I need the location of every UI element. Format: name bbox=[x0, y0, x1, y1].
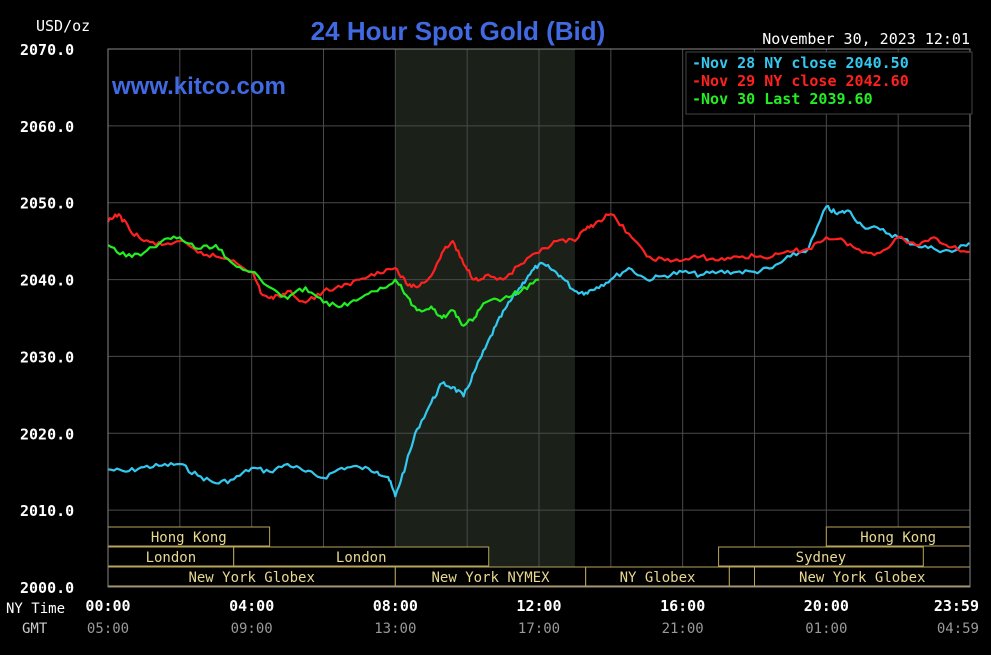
legend-box bbox=[685, 51, 973, 115]
series-line-1 bbox=[107, 204, 971, 498]
y-tick-label: 2070.0 bbox=[20, 41, 74, 59]
x-tick-label-ny: 16:00 bbox=[660, 597, 705, 615]
x-tick-label-gmt: 01:00 bbox=[805, 621, 847, 637]
website-label: www.kitco.com bbox=[111, 73, 286, 100]
timestamp-label: November 30, 2023 12:01 bbox=[762, 30, 970, 48]
market-sessions-layer: Hong Kong Hong Kong London London Sydney New … bbox=[107, 526, 971, 587]
gmt-label: GMT bbox=[22, 621, 48, 637]
shaded-session-region bbox=[395, 49, 575, 587]
market-session-bar bbox=[233, 546, 490, 567]
legend: -Nov 28 NY close 2040.50-Nov 29 NY close… bbox=[685, 51, 973, 115]
ny-time-label: NY Time bbox=[6, 601, 65, 617]
y-tick-label: 2030.0 bbox=[20, 348, 74, 366]
market-session-label: New York NYMEX bbox=[432, 570, 551, 586]
x-tick-label-gmt: 09:00 bbox=[231, 621, 273, 637]
y-tick-label: 2010.0 bbox=[20, 502, 74, 520]
market-session-bar bbox=[728, 566, 756, 587]
x-tick-label-ny: 20:00 bbox=[804, 597, 849, 615]
legend-entry-1: -Nov 28 NY close 2040.50 bbox=[692, 54, 909, 72]
market-session-label: London bbox=[146, 550, 197, 566]
y-tick-label: 2060.0 bbox=[20, 118, 74, 136]
x-tick-label-ny: 08:00 bbox=[373, 597, 418, 615]
x-tick-label-ny: 00:00 bbox=[85, 597, 130, 615]
x-tick-label-gmt: 04:59 bbox=[937, 621, 979, 637]
legend-entry-2: -Nov 29 NY close 2042.60 bbox=[692, 72, 909, 90]
plot-frame bbox=[107, 48, 971, 588]
y-tick-label: 2000.0 bbox=[20, 579, 74, 597]
series-line-3 bbox=[107, 235, 540, 327]
shaded-region-layer bbox=[395, 49, 575, 587]
y-tick-label: 2040.0 bbox=[20, 272, 74, 290]
market-session-label: New York Globex bbox=[799, 570, 925, 586]
market-session-label: NY Globex bbox=[620, 570, 696, 586]
y-tick-label: 2050.0 bbox=[20, 195, 74, 213]
market-session-label: London bbox=[336, 550, 387, 566]
x-tick-label-ny: 04:00 bbox=[229, 597, 274, 615]
axis-layer: 2070.0 2060.0 2050.0 2040.0 2030.0 2020.0 2010… bbox=[20, 41, 979, 637]
x-tick-label-gmt: 05:00 bbox=[87, 621, 129, 637]
market-session-label: Sydney bbox=[796, 550, 847, 566]
market-session-bar bbox=[718, 546, 924, 567]
y-axis-unit: USD/oz bbox=[36, 17, 90, 35]
legend-entry-3: -Nov 30 Last 2039.60 bbox=[692, 90, 873, 108]
market-session-label: Hong Kong bbox=[860, 530, 936, 546]
chart-title: 24 Hour Spot Gold (Bid) bbox=[311, 16, 606, 46]
x-tick-label-gmt: 17:00 bbox=[518, 621, 560, 637]
series-layer bbox=[107, 204, 971, 498]
x-tick-label-gmt: 13:00 bbox=[374, 621, 416, 637]
market-session-label: New York Globex bbox=[188, 570, 314, 586]
market-session-label: Hong Kong bbox=[151, 530, 227, 546]
y-tick-label: 2020.0 bbox=[20, 425, 74, 443]
x-tick-label-ny: 12:00 bbox=[516, 597, 561, 615]
x-tick-label-gmt: 21:00 bbox=[662, 621, 704, 637]
x-tick-label-ny: 23:59 bbox=[934, 597, 979, 615]
